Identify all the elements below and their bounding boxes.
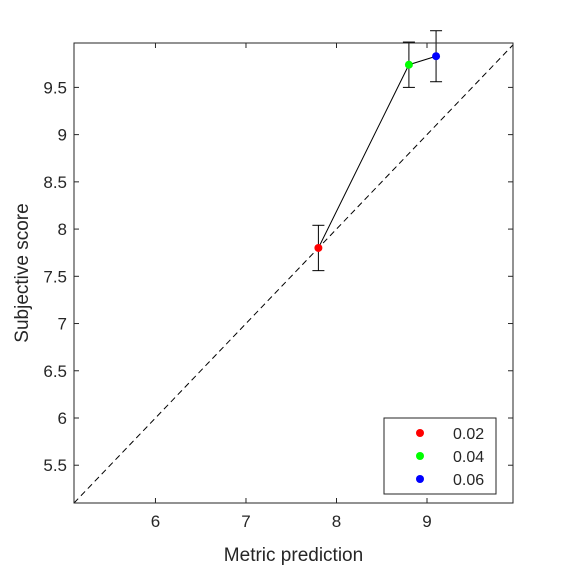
x-tick-label: 9 [422, 512, 431, 531]
legend-label-0.02: 0.02 [453, 426, 484, 443]
legend-label-0.04: 0.04 [453, 449, 484, 466]
y-tick-label: 7.5 [43, 267, 67, 286]
y-tick-label: 6 [58, 409, 67, 428]
y-tick-label: 7 [58, 315, 67, 334]
y-tick-label: 8.5 [43, 173, 67, 192]
y-tick-label: 5.5 [43, 456, 67, 475]
x-tick-label: 7 [241, 512, 250, 531]
x-axis-label: Metric prediction [224, 545, 363, 566]
reference-line [74, 44, 513, 503]
y-tick-label: 8 [58, 220, 67, 239]
legend-box [383, 417, 497, 495]
y-axis-label: Subjective score [12, 203, 33, 342]
legend-marker-0.04 [416, 452, 424, 460]
x-tick-label: 8 [332, 512, 341, 531]
legend-marker-0.06 [416, 475, 424, 483]
data-point-0.06 [432, 52, 441, 61]
legend: 0.02 0.04 0.06 [383, 417, 497, 495]
legend-label-0.06: 0.06 [453, 472, 484, 489]
y-tick-label: 6.5 [43, 362, 67, 381]
plot-frame [73, 42, 514, 504]
y-tick-label: 9.5 [43, 78, 67, 97]
y-tick-label: 9 [58, 126, 67, 145]
data-point-0.04 [404, 60, 413, 69]
data-point-0.02 [314, 243, 323, 252]
x-tick-label: 6 [151, 512, 160, 531]
legend-marker-0.02 [416, 429, 424, 437]
